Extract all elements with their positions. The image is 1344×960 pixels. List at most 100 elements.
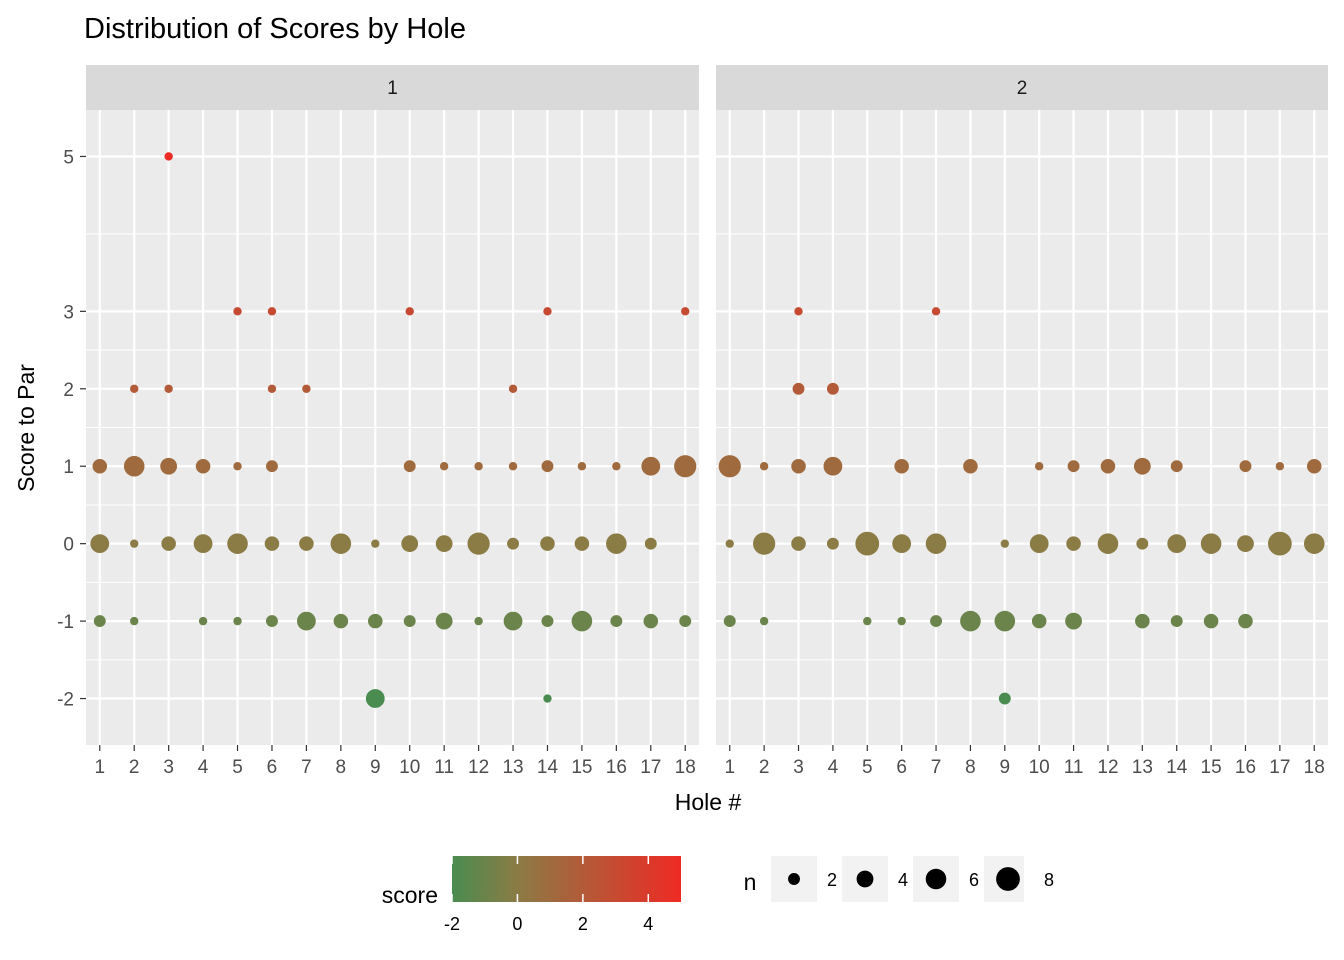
data-point <box>1100 458 1116 474</box>
data-point <box>681 307 690 316</box>
data-point <box>574 536 590 551</box>
data-point <box>541 460 554 473</box>
x-tick-label: 4 <box>198 757 209 778</box>
color-bar <box>452 856 681 902</box>
data-point <box>92 458 108 474</box>
size-key-label: 4 <box>898 870 908 890</box>
data-point <box>826 537 839 550</box>
data-point <box>330 533 352 554</box>
data-point <box>403 615 416 628</box>
x-tick-label: 12 <box>468 757 489 778</box>
data-point <box>1097 533 1119 554</box>
data-point <box>1034 462 1044 471</box>
data-point <box>543 307 552 316</box>
x-tick-label: 14 <box>537 757 559 778</box>
x-tick-label: 1 <box>724 757 735 778</box>
data-point <box>610 615 623 628</box>
color-tick-label: -2 <box>444 914 460 934</box>
size-key-dot <box>925 868 947 890</box>
data-point <box>1065 612 1082 630</box>
y-tick-label: -2 <box>57 690 74 711</box>
data-point <box>503 611 523 631</box>
x-tick-label: 15 <box>1201 757 1222 778</box>
data-point <box>267 307 277 316</box>
x-tick-label: 2 <box>129 757 140 778</box>
data-point <box>508 462 518 471</box>
data-point <box>401 535 419 553</box>
data-point <box>1136 537 1149 550</box>
facet-strip-label: 2 <box>1017 78 1028 99</box>
y-tick-label: 3 <box>63 302 74 323</box>
data-point <box>892 534 912 554</box>
x-tick-label: 8 <box>965 757 976 778</box>
data-point <box>371 539 380 548</box>
data-point <box>161 536 176 551</box>
data-point <box>90 534 110 554</box>
y-tick-label: 0 <box>63 535 74 556</box>
data-point <box>233 616 242 626</box>
x-tick-label: 3 <box>163 757 174 778</box>
data-point <box>1203 613 1219 629</box>
y-tick-label: 5 <box>63 147 74 168</box>
x-tick-label: 10 <box>1029 757 1050 778</box>
size-key-dot <box>996 867 1020 891</box>
data-point <box>1303 533 1325 554</box>
data-point <box>435 535 453 553</box>
data-point <box>718 455 741 478</box>
data-point <box>130 384 139 393</box>
data-point <box>823 456 843 476</box>
data-point <box>960 610 981 632</box>
data-point <box>792 382 805 395</box>
data-point <box>266 615 278 628</box>
data-point <box>541 615 554 628</box>
x-tick-label: 17 <box>1269 757 1290 778</box>
x-tick-label: 12 <box>1097 757 1118 778</box>
x-tick-label: 14 <box>1166 757 1188 778</box>
data-point <box>1306 458 1322 474</box>
facet-panel-2: 21 2 3 4 5 6 7 8 9 10 11 12 13 14 15 16 17 18 <box>716 65 1328 778</box>
y-axis-title: Score to Par <box>13 364 39 492</box>
x-axis-title: Hole # <box>675 789 742 815</box>
facet-strip-label: 1 <box>387 78 398 99</box>
data-point <box>994 610 1016 632</box>
data-point <box>365 689 385 708</box>
data-point <box>1066 536 1081 551</box>
x-tick-label: 8 <box>336 757 347 778</box>
data-point <box>1000 539 1010 548</box>
data-point <box>855 531 880 556</box>
data-point <box>267 384 277 393</box>
y-tick-label: 1 <box>63 457 74 478</box>
data-point <box>612 462 621 471</box>
x-tick-label: 16 <box>606 757 627 778</box>
data-point <box>759 462 769 471</box>
x-tick-label: 11 <box>434 757 454 778</box>
x-tick-label: 15 <box>571 757 592 778</box>
size-key-label: 6 <box>969 870 979 890</box>
color-tick-label: 4 <box>643 914 653 934</box>
data-point <box>1031 613 1047 629</box>
data-point <box>467 532 490 555</box>
data-point <box>1170 460 1183 473</box>
data-point <box>1029 534 1049 554</box>
x-tick-label: 13 <box>502 757 523 778</box>
size-legend-keys: 2 4 6 8 <box>771 856 1054 902</box>
size-key-dot <box>856 870 874 888</box>
data-point <box>1067 460 1080 473</box>
x-tick-label: 16 <box>1235 757 1256 778</box>
data-point <box>1167 534 1187 554</box>
data-point <box>93 615 106 628</box>
x-tick-label: 4 <box>828 757 839 778</box>
y-axis: -2 -1 0 1 2 3 5 <box>57 147 86 711</box>
data-point <box>826 382 839 395</box>
data-point <box>435 612 453 630</box>
size-key-label: 8 <box>1044 870 1054 890</box>
data-point <box>723 615 736 628</box>
data-point <box>679 615 692 628</box>
x-tick-label: 1 <box>94 757 105 778</box>
color-legend-title: score <box>382 882 438 908</box>
data-point <box>233 307 242 316</box>
data-point <box>474 462 483 471</box>
chart-title: Distribution of Scores by Hole <box>84 13 466 45</box>
